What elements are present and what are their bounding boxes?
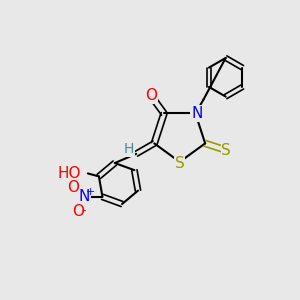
Text: N: N [79,189,90,204]
Text: O: O [145,88,157,103]
Text: O: O [67,181,79,196]
Text: N: N [191,106,202,121]
Text: H: H [124,142,134,156]
Text: +: + [86,188,95,197]
Text: S: S [221,143,231,158]
Text: HO: HO [58,166,81,181]
Text: S: S [175,156,184,171]
Text: O: O [72,204,84,219]
Text: -: - [82,204,86,218]
